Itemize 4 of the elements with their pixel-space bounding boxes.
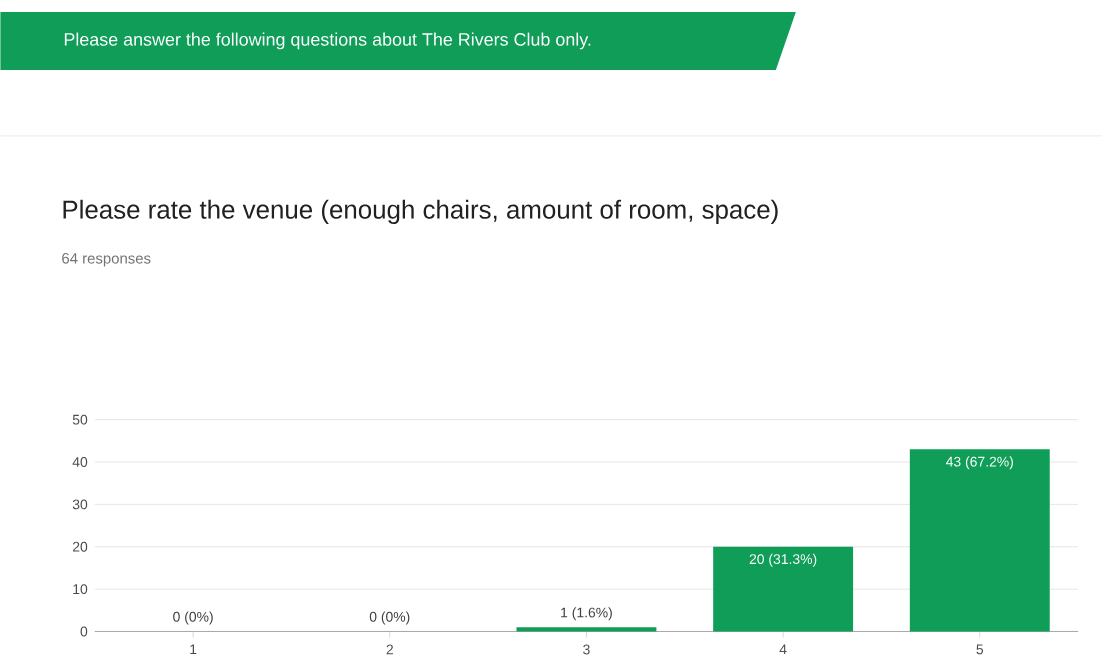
bar: [909, 449, 1050, 632]
text: Please answer the following questions about The Rivers Club only.: [64, 33, 591, 50]
bar: [713, 547, 854, 632]
chart-title: Please rate the venue (enough chairs, amount of room, space): [63, 200, 778, 225]
